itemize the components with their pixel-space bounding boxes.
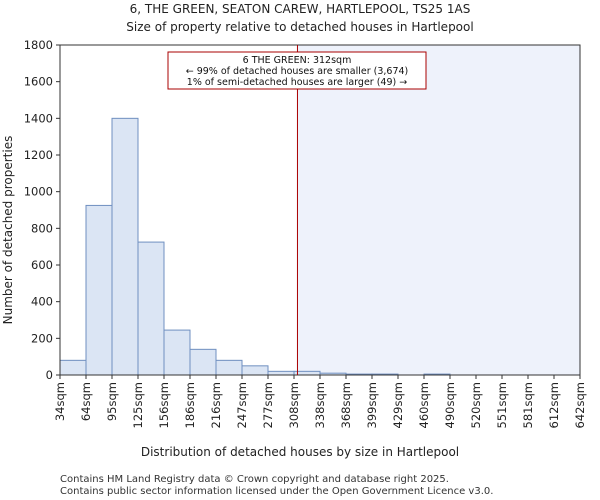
y-tick-label: 0 (46, 368, 53, 382)
y-tick-label: 1200 (24, 148, 53, 162)
annotation-line-3: 1% of semi-detached houses are larger (4… (187, 77, 407, 88)
x-tick-label: 156sqm (157, 382, 171, 428)
x-tick-label: 338sqm (313, 382, 327, 428)
y-tick-label: 1800 (24, 38, 53, 52)
x-tick-label: 34sqm (53, 382, 67, 421)
x-tick-label: 95sqm (105, 382, 119, 421)
bar (137, 241, 165, 376)
x-tick-label: 612sqm (547, 382, 561, 428)
y-tick-label: 200 (31, 331, 53, 345)
bar (267, 370, 295, 376)
y-tick-label: 1400 (24, 111, 53, 125)
y-tick-label: 800 (31, 221, 53, 235)
larger-region-shading (297, 45, 580, 375)
x-tick-label: 520sqm (469, 382, 483, 428)
x-tick-label: 64sqm (79, 382, 93, 421)
x-tick-label: 247sqm (235, 382, 249, 428)
y-tick-label: 1000 (24, 185, 53, 199)
x-tick-label: 277sqm (261, 382, 275, 428)
x-tick-label: 186sqm (183, 382, 197, 428)
bar (85, 204, 113, 376)
annotation-box (167, 51, 427, 90)
bar (189, 348, 217, 376)
annotation-line-1: 6 THE GREEN: 312sqm (243, 55, 352, 66)
y-tick-label: 400 (31, 295, 53, 309)
bar (215, 359, 243, 376)
footer-line-2: Contains public sector information licen… (60, 486, 493, 497)
plot-area: 0 200 400 600 800 1000 1200 1400 1600 1800 34sqm 64… (24, 38, 587, 428)
chart-title: 6, THE GREEN, SEATON CAREW, HARTLEPOOL, … (130, 2, 471, 16)
annotation-line-2: ← 99% of detached houses are smaller (3,… (186, 66, 409, 77)
x-tick-label: 125sqm (131, 382, 145, 428)
y-tick-label: 1600 (24, 75, 53, 89)
x-tick-label: 216sqm (209, 382, 223, 428)
chart-subtitle: Size of property relative to detached ho… (126, 20, 473, 34)
x-tick-label: 642sqm (573, 382, 587, 428)
y-axis-label: Number of detached properties (1, 136, 15, 325)
footer-line-1: Contains HM Land Registry data © Crown c… (60, 474, 449, 485)
x-tick-label: 399sqm (365, 382, 379, 428)
x-tick-label: 551sqm (495, 382, 509, 428)
y-tick-label: 600 (31, 258, 53, 272)
bar (241, 365, 269, 376)
x-tick-label: 460sqm (417, 382, 431, 428)
bar (111, 117, 139, 376)
x-tick-label: 308sqm (287, 382, 301, 428)
x-tick-label: 368sqm (339, 382, 353, 428)
x-tick-label: 490sqm (443, 382, 457, 428)
x-tick-label: 429sqm (391, 382, 405, 428)
bar (163, 329, 191, 376)
x-tick-label: 581sqm (521, 382, 535, 428)
x-axis-label: Distribution of detached houses by size … (141, 445, 459, 459)
bar (59, 359, 87, 376)
